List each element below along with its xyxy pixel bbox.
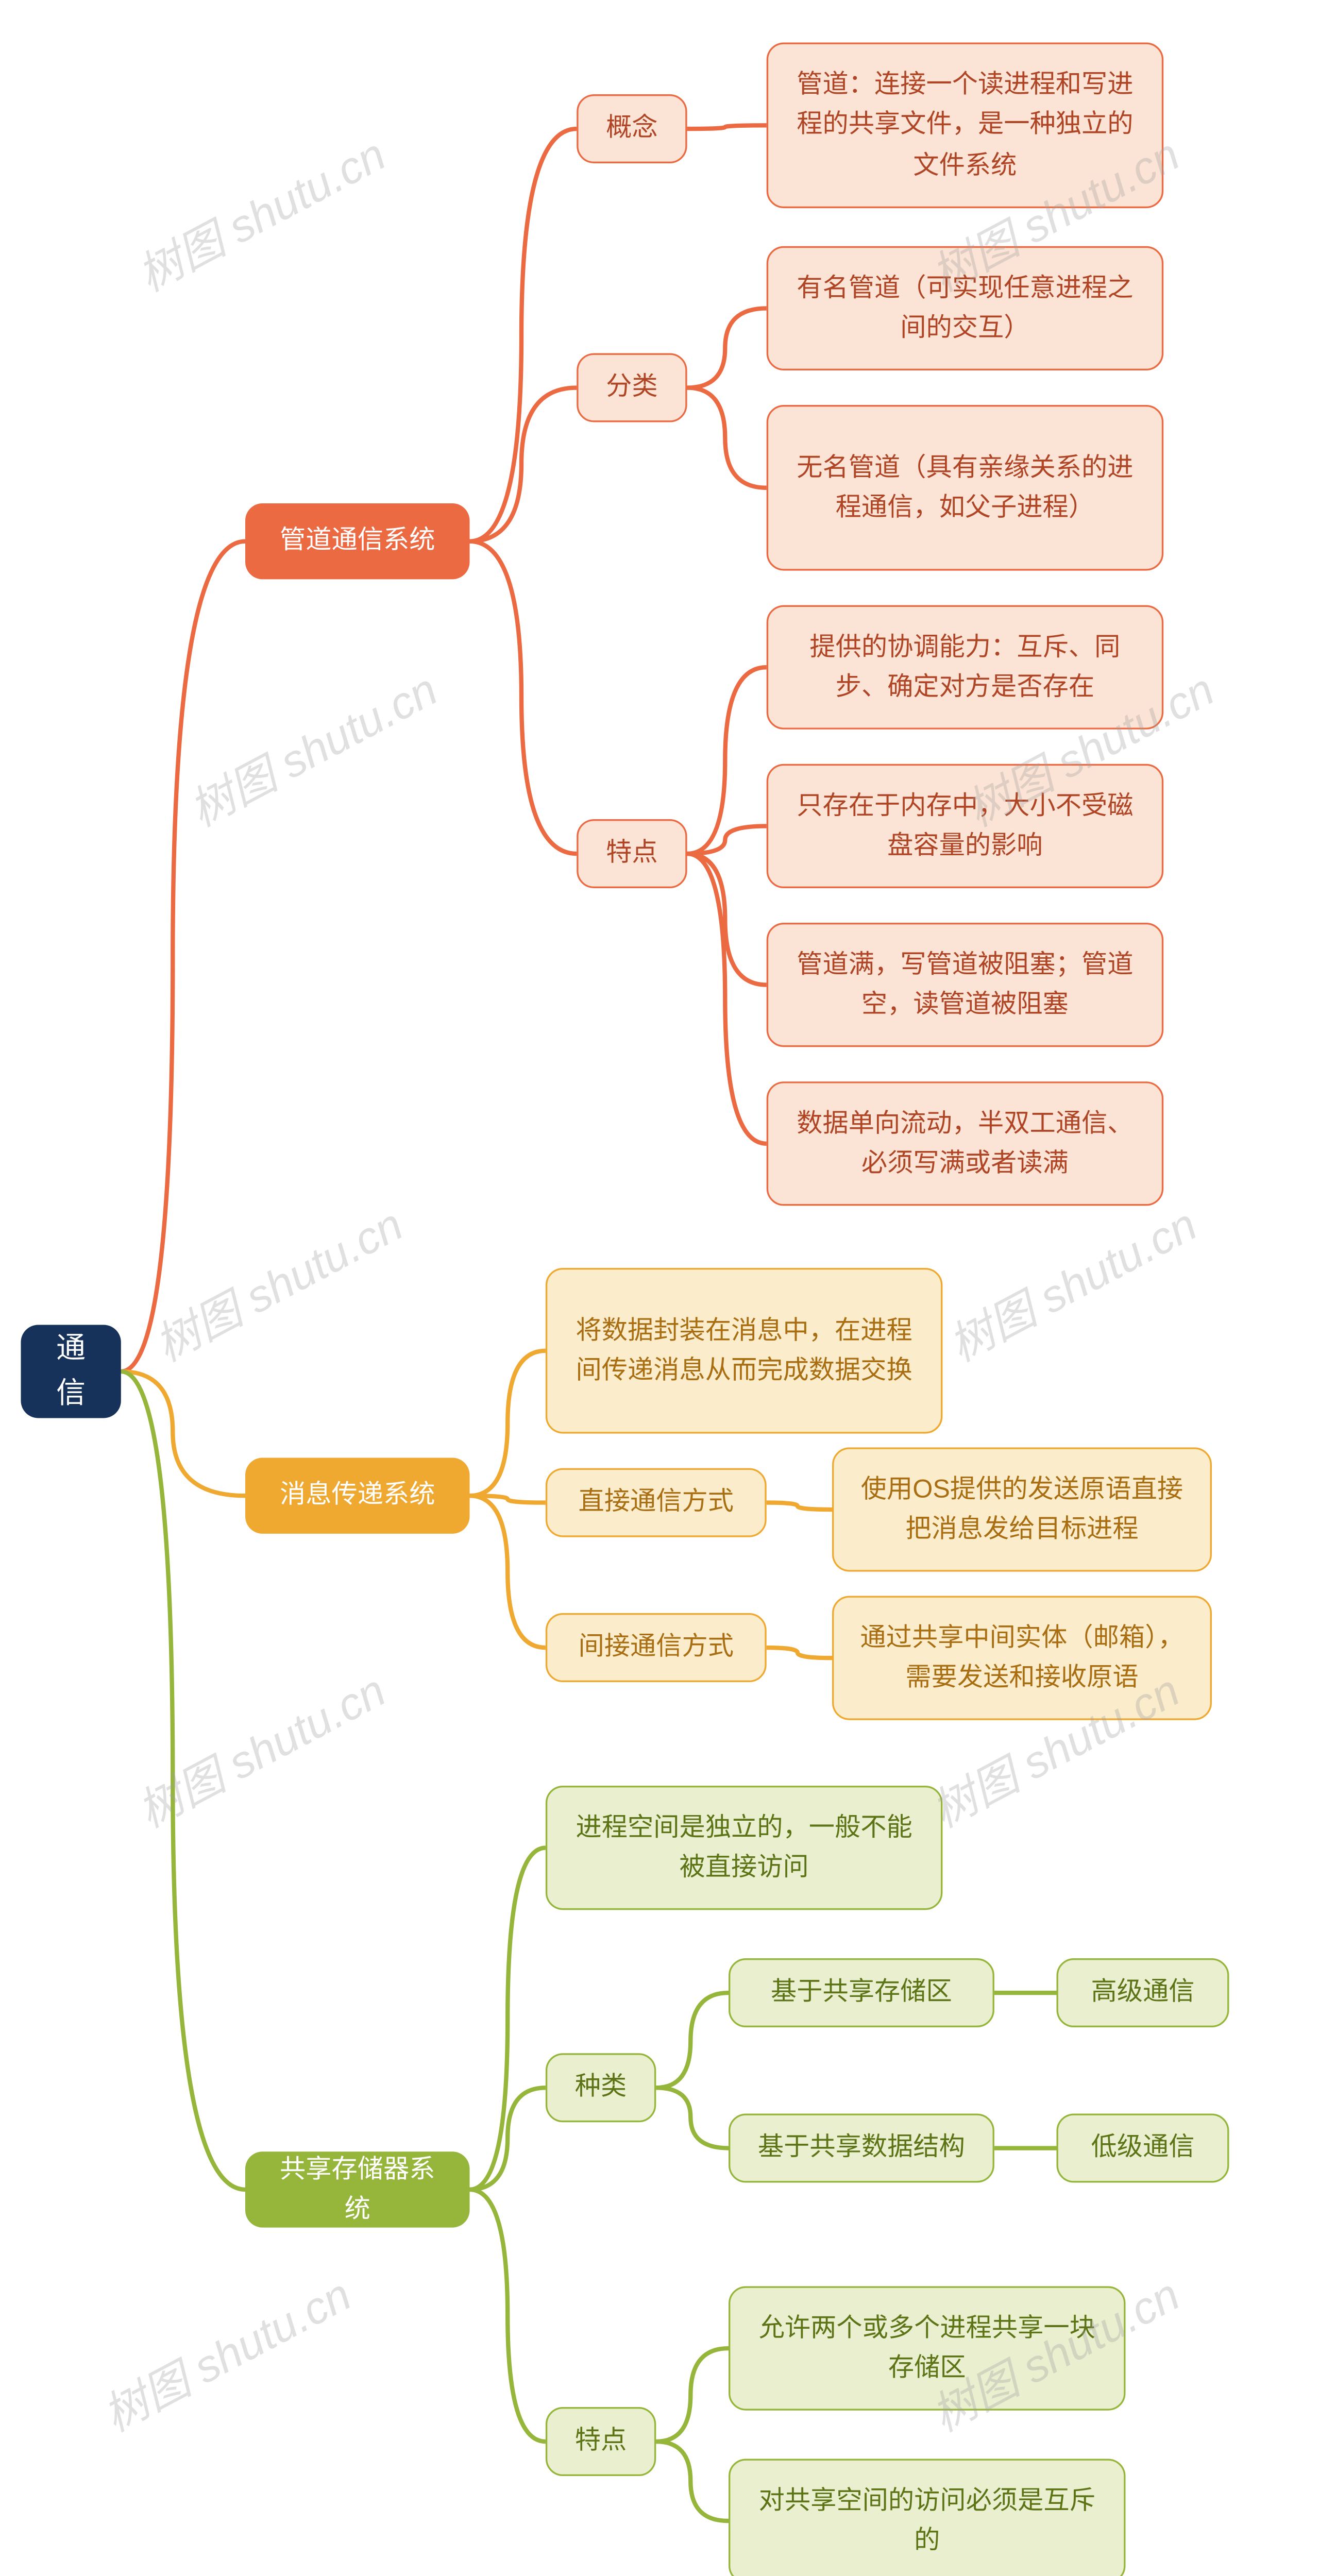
leaf-shared-region[interactable]: 基于共享存储区 [729,1958,994,2027]
watermark: 树图 shutu.cn [143,1190,413,1374]
watermark: 树图 shutu.cn [125,120,395,304]
branch-pipe-system[interactable]: 管道通信系统 [245,503,470,579]
mindmap-canvas: 通信 管道通信系统 概念 分类 特点 管道：连接一个读进程和写进程的共享文件，是… [21,25,1298,2576]
leaf-block[interactable]: 管道满，写管道被阻塞；管道空，读管道被阻塞 [767,923,1164,1047]
leaf-msg-encap[interactable]: 将数据封装在消息中，在进程间传递消息从而完成数据交换 [546,1268,943,1434]
sub-kind[interactable]: 种类 [546,2053,656,2122]
leaf-memory[interactable]: 只存在于内存中，大小不受磁盘容量的影响 [767,764,1164,888]
leaf-proc-space[interactable]: 进程空间是独立的，一般不能被直接访问 [546,1786,943,1910]
leaf-shared-struct[interactable]: 基于共享数据结构 [729,2113,994,2182]
watermark: 树图 shutu.cn [91,2260,361,2444]
leaf-anon-pipe[interactable]: 无名管道（具有亲缘关系的进程通信，如父子进程） [767,405,1164,571]
leaf-direct-detail[interactable]: 使用OS提供的发送原语直接把消息发给目标进程 [832,1447,1212,1571]
leaf-coord[interactable]: 提供的协调能力：互斥、同步、确定对方是否存在 [767,605,1164,729]
leaf-halfduplex[interactable]: 数据单向流动，半双工通信、必须写满或者读满 [767,1081,1164,1206]
branch-message-system[interactable]: 消息传递系统 [245,1458,470,1533]
sub-feature[interactable]: 特点 [577,819,687,888]
watermark: 树图 shutu.cn [125,1656,395,1840]
watermark: 树图 shutu.cn [177,655,447,839]
sub-feature3[interactable]: 特点 [546,2407,656,2476]
root-node[interactable]: 通信 [21,1325,121,1418]
branch-shared-memory[interactable]: 共享存储器系统 [245,2151,470,2227]
leaf-mutex[interactable]: 对共享空间的访问必须是互斥的 [729,2459,1126,2576]
watermark: 树图 shutu.cn [937,1190,1207,1374]
leaf-indirect-detail[interactable]: 通过共享中间实体（邮箱），需要发送和接收原语 [832,1596,1212,1720]
sub-category[interactable]: 分类 [577,353,687,422]
leaf-low-comm[interactable]: 低级通信 [1057,2113,1229,2182]
leaf-high-comm[interactable]: 高级通信 [1057,1958,1229,2027]
sub-indirect[interactable]: 间接通信方式 [546,1613,767,1682]
leaf-allow-share[interactable]: 允许两个或多个进程共享一块存储区 [729,2286,1126,2410]
leaf-named-pipe[interactable]: 有名管道（可实现任意进程之间的交互） [767,246,1164,370]
leaf-pipe-def[interactable]: 管道：连接一个读进程和写进程的共享文件，是一种独立的文件系统 [767,42,1164,208]
sub-direct[interactable]: 直接通信方式 [546,1468,767,1537]
sub-concept[interactable]: 概念 [577,94,687,163]
